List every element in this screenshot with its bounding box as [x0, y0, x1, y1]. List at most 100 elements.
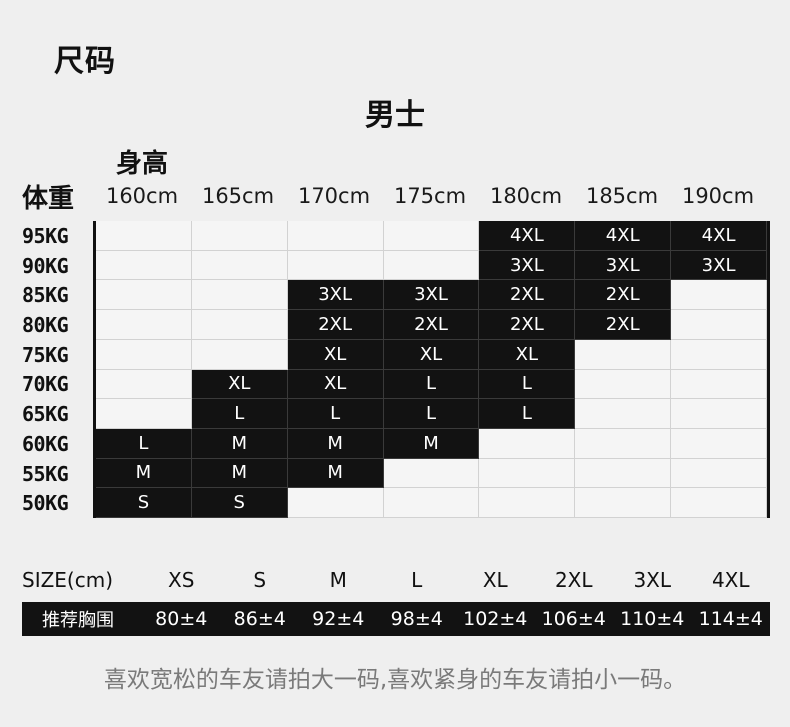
weight-row-labels: 95KG 90KG 85KG 80KG 75KG 70KG 65KG 60KG … [22, 222, 82, 519]
chest-value: 102±4 [463, 608, 528, 630]
empty-cell [191, 310, 288, 340]
empty-cell [575, 428, 672, 459]
empty-cell [671, 488, 767, 518]
empty-cell [383, 250, 480, 281]
empty-cell [575, 339, 672, 370]
chest-value: 106±4 [541, 608, 606, 630]
empty-cell [191, 221, 288, 251]
size-cell: 2XL [479, 280, 576, 311]
empty-cell [96, 369, 192, 400]
footnote: 喜欢宽松的车友请拍大一码,喜欢紧身的车友请拍小一码。 [103, 667, 687, 693]
size-cell: M [96, 458, 192, 489]
empty-cell [287, 488, 384, 518]
empty-cell [671, 399, 767, 429]
weight-label: 90KG [22, 253, 69, 278]
size-cell: 2XL [575, 310, 672, 340]
chest-value: 98±4 [390, 608, 443, 630]
height-header: 190cm [681, 184, 755, 208]
size-cell: M [191, 458, 288, 489]
size-item: XS [168, 568, 195, 592]
empty-cell [96, 250, 192, 281]
empty-cell [96, 221, 192, 251]
size-cell: 2XL [383, 310, 480, 340]
size-item: S [253, 568, 267, 592]
empty-cell [479, 428, 576, 459]
size-row-label: SIZE(cm) [22, 568, 114, 592]
empty-cell [671, 369, 767, 400]
size-cell: L [191, 399, 288, 429]
size-item: 3XL [633, 568, 672, 592]
size-grid: 4XL 4XL 4XL 3XL 3XL 3XL 3XL 3XL 2XL 2XL 2XL 2XL 2XL 2… [96, 221, 767, 518]
empty-cell [671, 310, 767, 340]
size-cell: M [287, 458, 384, 489]
size-cell: 4XL [479, 221, 576, 251]
size-cell: M [191, 428, 288, 459]
size-cell: XL [383, 339, 480, 370]
height-header: 165cm [201, 184, 275, 208]
size-grid-frame: 4XL 4XL 4XL 3XL 3XL 3XL 3XL 3XL 2XL 2XL 2XL 2XL 2XL 2… [93, 221, 770, 518]
empty-cell [575, 399, 672, 429]
empty-cell [671, 428, 767, 459]
size-cell: 2XL [575, 280, 672, 311]
weight-label: 50KG [22, 491, 69, 516]
empty-cell [383, 458, 480, 489]
size-cell: M [383, 428, 480, 459]
empty-cell [383, 221, 480, 251]
chest-value: 110±4 [620, 608, 685, 630]
size-cell: 2XL [287, 310, 384, 340]
weight-label: 80KG [22, 313, 69, 338]
size-item: 4XL [711, 568, 750, 592]
size-cell: 4XL [671, 221, 767, 251]
size-cell: L [479, 369, 576, 400]
chest-value: 80±4 [155, 608, 208, 630]
empty-cell [575, 458, 672, 489]
weight-label: 85KG [22, 283, 69, 308]
chest-row-label: 推荐胸围 [42, 610, 114, 631]
size-cell: XL [479, 339, 576, 370]
size-cell: L [96, 428, 192, 459]
size-cell: S [191, 488, 288, 518]
weight-label: 55KG [22, 461, 69, 486]
empty-cell [671, 458, 767, 489]
page-title: 尺码 [54, 44, 116, 79]
size-cell: L [479, 399, 576, 429]
size-item: M [329, 568, 347, 592]
size-cell: XL [287, 339, 384, 370]
size-row: SIZE(cm) XS S M L XL 2XL 3XL 4XL [22, 568, 770, 592]
chest-value: 86±4 [233, 608, 286, 630]
size-cell: XL [191, 369, 288, 400]
weight-axis-label: 体重 [22, 184, 75, 214]
empty-cell [479, 458, 576, 489]
size-cell: XL [287, 369, 384, 400]
empty-cell [96, 399, 192, 429]
section-title: 男士 [365, 98, 425, 133]
chest-value: 92±4 [312, 608, 365, 630]
size-cell: 3XL [383, 280, 480, 311]
empty-cell [575, 488, 672, 518]
empty-cell [671, 339, 767, 370]
empty-cell [191, 339, 288, 370]
weight-label: 75KG [22, 342, 69, 367]
size-cell: M [287, 428, 384, 459]
empty-cell [191, 250, 288, 281]
empty-cell [383, 488, 480, 518]
size-item: L [411, 568, 423, 592]
empty-cell [287, 250, 384, 281]
height-header: 175cm [393, 184, 467, 208]
height-axis-label: 身高 [116, 149, 169, 179]
empty-cell [575, 369, 672, 400]
chest-row: 推荐胸围 80±4 86±4 92±4 98±4 102±4 106±4 110… [22, 602, 770, 636]
size-cell: S [96, 488, 192, 518]
weight-label: 95KG [22, 224, 69, 248]
size-item: 2XL [554, 568, 593, 592]
height-header: 185cm [585, 184, 659, 208]
size-cell: 3XL [287, 280, 384, 311]
size-cell: 4XL [575, 221, 672, 251]
size-cell: L [383, 369, 480, 400]
empty-cell [191, 280, 288, 311]
size-cell: 3XL [575, 250, 672, 281]
size-cell: L [287, 399, 384, 429]
height-column-headers: 160cm 165cm 170cm 175cm 180cm 185cm 190c… [94, 184, 766, 214]
empty-cell [96, 310, 192, 340]
empty-cell [671, 280, 767, 311]
